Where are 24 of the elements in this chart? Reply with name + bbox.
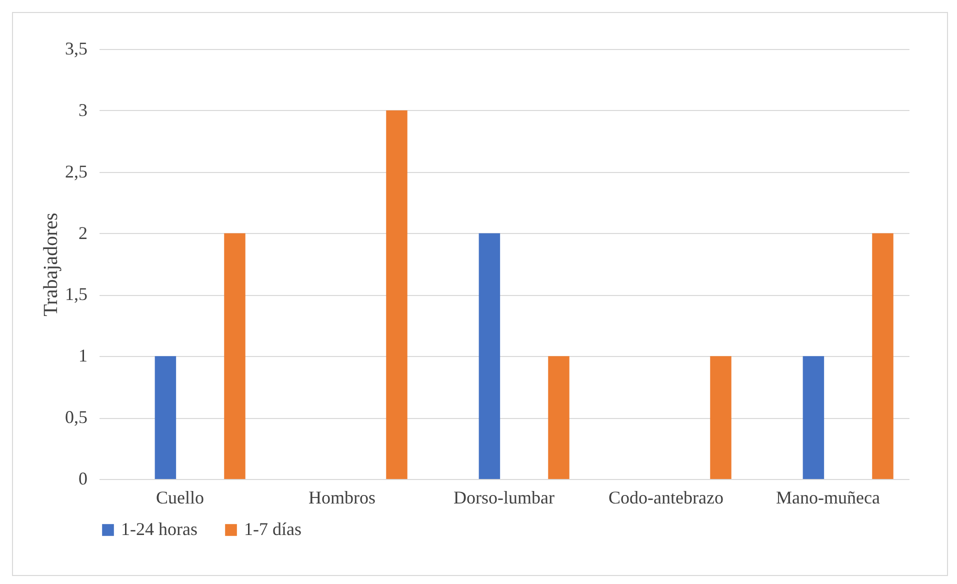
y-tick-label: 1 <box>78 346 88 366</box>
y-tick-label: 0,5 <box>65 407 88 428</box>
x-tick-label: Mano-muñeca <box>776 488 880 508</box>
legend-label: 1-24 horas <box>121 519 198 539</box>
bar <box>224 233 246 479</box>
y-tick-label: 3,5 <box>65 38 88 58</box>
x-tick-label: Hombros <box>308 488 376 508</box>
bar <box>802 356 824 479</box>
bar <box>710 356 732 479</box>
bar <box>386 110 408 479</box>
x-tick-label: Codo-antebrazo <box>608 488 724 508</box>
bar <box>872 233 894 479</box>
y-tick-label: 3 <box>78 100 88 120</box>
y-tick-label: 2 <box>78 222 88 243</box>
x-tick-label: Cuello <box>156 488 204 508</box>
y-tick-label: 1,5 <box>65 284 88 304</box>
bar <box>154 356 176 479</box>
bar <box>548 356 570 479</box>
legend-label: 1-7 días <box>244 519 302 539</box>
y-tick-label: 0 <box>78 468 88 488</box>
x-tick-label: Dorso-lumbar <box>454 488 554 508</box>
bar <box>478 233 500 479</box>
y-tick-label: 2,5 <box>65 161 88 182</box>
y-axis-title: Trabajadores <box>40 212 62 316</box>
